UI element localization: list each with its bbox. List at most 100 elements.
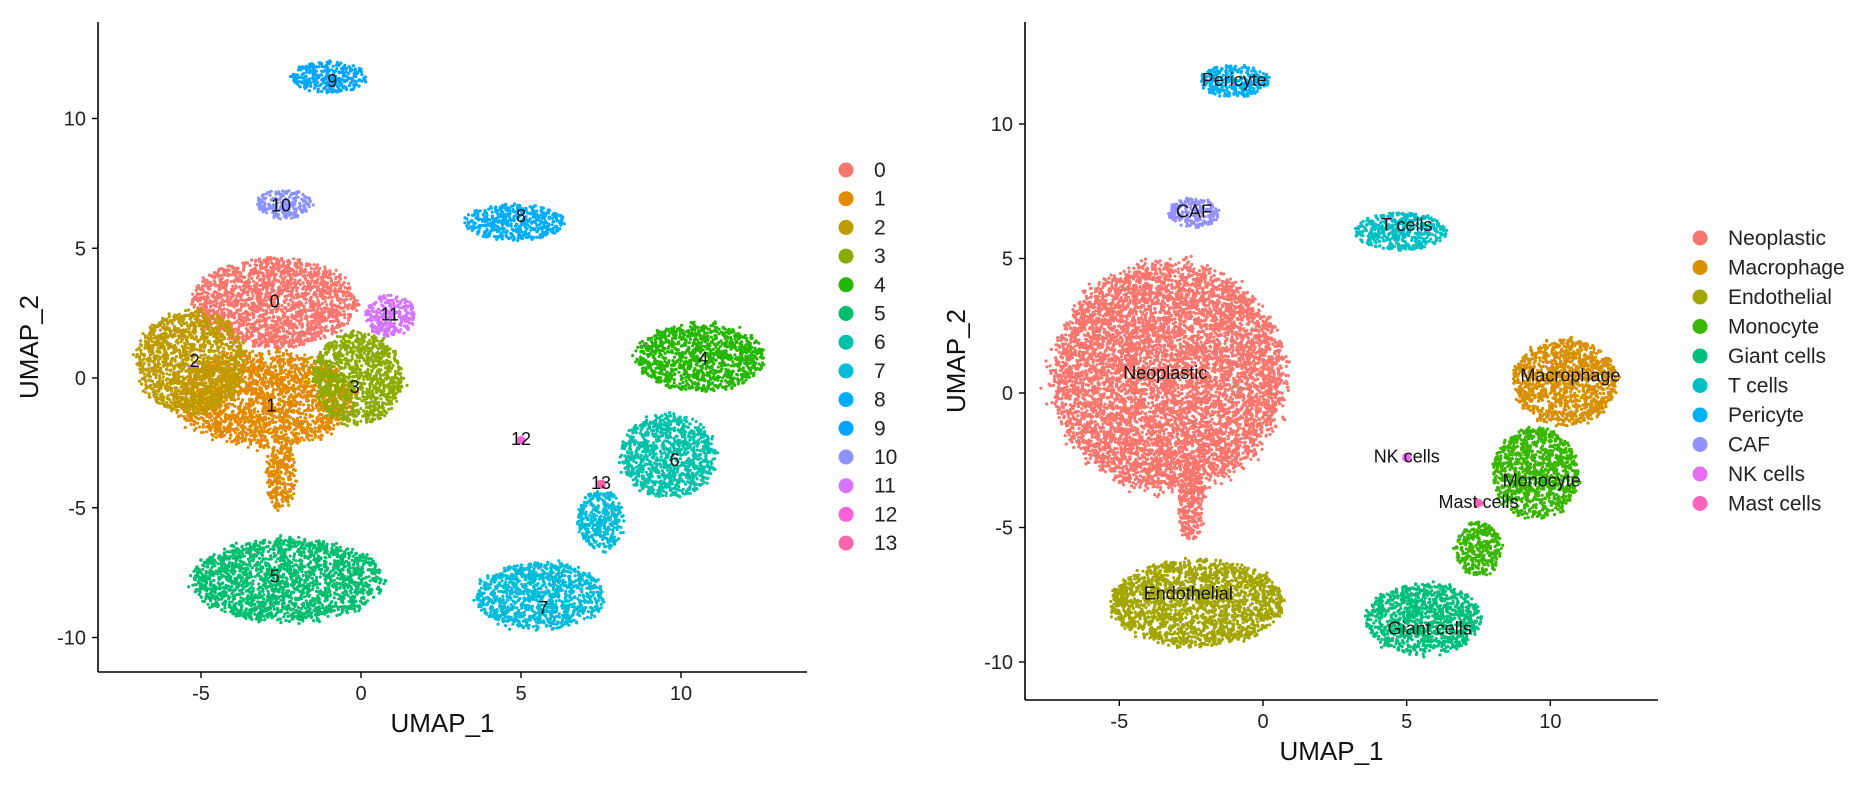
data-point (243, 299, 246, 302)
data-point (311, 307, 314, 310)
data-point (277, 286, 280, 289)
data-point (278, 350, 281, 353)
data-point (291, 365, 294, 368)
data-point (216, 314, 219, 317)
data-point (242, 408, 245, 411)
data-point (321, 421, 324, 424)
data-point (256, 297, 259, 300)
data-point (221, 312, 224, 315)
data-point (347, 319, 350, 322)
data-point (256, 382, 259, 385)
data-point (288, 428, 291, 431)
data-point (330, 305, 333, 308)
data-point (309, 427, 312, 430)
data-point (249, 285, 252, 288)
data-point (283, 404, 286, 407)
data-point (302, 281, 305, 284)
data-point (269, 258, 272, 261)
data-point (286, 324, 289, 327)
data-point (312, 263, 315, 266)
data-point (195, 416, 198, 419)
data-point (255, 264, 258, 267)
data-point (254, 260, 257, 263)
data-point (264, 313, 267, 316)
data-point (290, 378, 293, 381)
data-point (306, 328, 309, 331)
data-point (320, 307, 323, 310)
data-point (300, 267, 303, 270)
data-point (159, 329, 162, 332)
data-point (292, 385, 295, 388)
data-point (304, 417, 307, 420)
data-point (348, 286, 351, 289)
data-point (215, 436, 218, 439)
data-point (263, 281, 266, 284)
data-point (330, 296, 333, 299)
data-point (238, 280, 241, 283)
data-point (335, 368, 338, 371)
data-point (303, 394, 306, 397)
data-point (239, 309, 242, 312)
data-point (306, 324, 309, 327)
data-point (243, 262, 246, 265)
data-point (277, 477, 280, 480)
data-point (207, 361, 210, 364)
data-point (299, 262, 302, 265)
data-point (266, 372, 269, 375)
data-point (308, 434, 311, 437)
data-point (267, 446, 270, 449)
data-point (211, 438, 214, 441)
data-point (252, 358, 255, 361)
data-point (261, 419, 264, 422)
data-point (258, 303, 261, 306)
data-point (196, 422, 199, 425)
data-point (276, 344, 279, 347)
data-point (217, 423, 220, 426)
data-point (256, 393, 259, 396)
data-point (267, 417, 270, 420)
data-point (224, 392, 227, 395)
data-point (217, 429, 220, 432)
data-point (299, 395, 302, 398)
data-point (306, 384, 309, 387)
data-point (287, 425, 290, 428)
data-point (342, 291, 345, 294)
data-point (184, 426, 187, 429)
data-point (286, 352, 289, 355)
data-point (233, 376, 236, 379)
data-point (245, 381, 248, 384)
data-point (209, 305, 212, 308)
data-point (229, 434, 232, 437)
data-point (270, 362, 273, 365)
data-point (231, 414, 234, 417)
data-point (273, 365, 276, 368)
data-point (158, 374, 161, 377)
data-point (245, 402, 248, 405)
data-point (280, 441, 283, 444)
data-point (221, 277, 224, 280)
data-point (232, 312, 235, 315)
data-point (294, 428, 297, 431)
data-point (283, 312, 286, 315)
data-point (178, 313, 181, 316)
data-point (232, 289, 235, 292)
data-point (326, 431, 329, 434)
data-point (268, 382, 271, 385)
data-point (286, 320, 289, 323)
data-point (271, 338, 274, 341)
data-point (272, 315, 275, 318)
data-point (280, 431, 283, 434)
data-point (222, 268, 225, 271)
data-point (257, 344, 260, 347)
data-point (256, 449, 259, 452)
data-point (258, 388, 261, 391)
data-point (310, 315, 313, 318)
data-point (292, 389, 295, 392)
data-point (310, 296, 313, 299)
data-point (243, 316, 246, 319)
data-point (289, 352, 292, 355)
data-point (324, 297, 327, 300)
data-point (210, 419, 213, 422)
data-point (256, 397, 259, 400)
data-point (287, 398, 290, 401)
